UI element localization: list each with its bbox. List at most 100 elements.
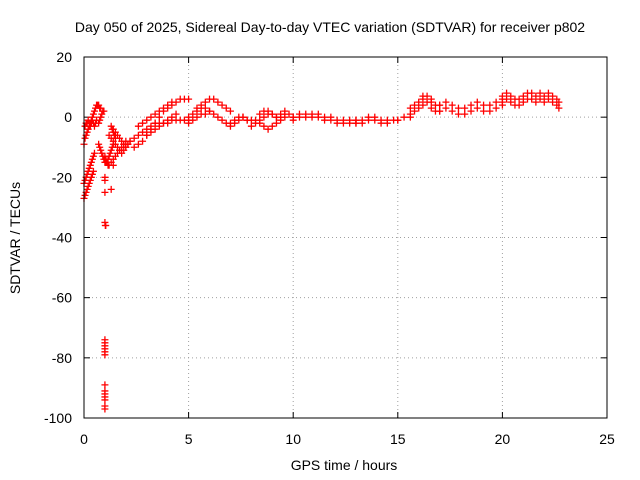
data-point <box>442 104 450 112</box>
data-point <box>210 110 218 118</box>
data-point <box>107 185 115 193</box>
data-point <box>436 101 444 109</box>
data-point <box>519 98 527 106</box>
data-point <box>308 113 316 121</box>
data-point <box>210 95 218 103</box>
data-point <box>134 131 142 139</box>
data-point <box>536 89 544 97</box>
data-point <box>214 98 222 106</box>
data-point <box>222 104 230 112</box>
data-point <box>448 101 456 109</box>
data-point <box>507 92 515 100</box>
y-tick-label: -40 <box>52 230 72 246</box>
y-tick-label: -20 <box>52 169 72 185</box>
data-point <box>411 107 419 115</box>
data-point <box>272 113 280 121</box>
data-point <box>365 113 373 121</box>
data-point <box>201 110 209 118</box>
data-point <box>164 116 172 124</box>
data-point <box>461 110 469 118</box>
data-point <box>268 122 276 130</box>
data-point <box>84 182 92 190</box>
data-point <box>454 104 462 112</box>
data-point <box>247 122 255 130</box>
data-point <box>206 107 214 115</box>
data-point <box>189 110 197 118</box>
data-point <box>549 92 557 100</box>
data-point <box>130 143 138 151</box>
data-point <box>394 116 402 124</box>
data-point <box>264 107 272 115</box>
data-point <box>106 149 114 157</box>
data-point <box>197 101 205 109</box>
data-point <box>155 107 163 115</box>
data-point <box>139 119 147 127</box>
data-point <box>83 185 91 193</box>
data-point <box>81 191 89 199</box>
data-point <box>419 101 427 109</box>
data-point <box>281 113 289 121</box>
data-point <box>201 98 209 106</box>
data-point <box>492 104 500 112</box>
data-point <box>427 95 435 103</box>
data-point <box>96 116 104 124</box>
data-point <box>503 95 511 103</box>
data-point <box>86 161 94 169</box>
data-point <box>314 113 322 121</box>
data-point <box>90 149 98 157</box>
data-point <box>436 107 444 115</box>
data-point <box>486 101 494 109</box>
data-point <box>101 405 109 413</box>
data-point <box>415 98 423 106</box>
data-point <box>415 104 423 112</box>
data-point <box>139 128 147 136</box>
data-point <box>243 116 251 124</box>
y-tick-label: -60 <box>52 290 72 306</box>
data-point <box>272 119 280 127</box>
data-point <box>101 381 109 389</box>
data-point <box>532 98 540 106</box>
data-point <box>515 95 523 103</box>
data-point <box>302 113 310 121</box>
data-point <box>536 95 544 103</box>
data-point <box>147 128 155 136</box>
data-point <box>168 113 176 121</box>
data-point <box>406 110 414 118</box>
data-point <box>151 125 159 133</box>
y-tick-label: 0 <box>64 109 72 125</box>
data-point <box>419 92 427 100</box>
data-point <box>139 137 147 145</box>
data-point <box>151 110 159 118</box>
data-point <box>358 116 366 124</box>
data-point <box>507 98 515 106</box>
data-point <box>235 116 243 124</box>
data-point <box>189 116 197 124</box>
data-point <box>540 92 548 100</box>
data-point <box>231 119 239 127</box>
data-point <box>100 107 108 115</box>
data-point <box>101 176 109 184</box>
data-point <box>277 116 285 124</box>
data-point <box>89 167 97 175</box>
data-point <box>285 110 293 118</box>
data-point <box>107 146 115 154</box>
data-point <box>87 173 95 181</box>
data-point <box>101 152 109 160</box>
data-point <box>411 101 419 109</box>
data-point <box>193 113 201 121</box>
data-points <box>80 89 563 413</box>
data-point <box>486 107 494 115</box>
data-point <box>498 98 506 106</box>
data-point <box>226 107 234 115</box>
data-point <box>528 89 536 97</box>
data-point <box>252 116 260 124</box>
data-point <box>134 140 142 148</box>
data-point <box>555 104 563 112</box>
chart-title: Day 050 of 2025, Sidereal Day-to-day VTE… <box>75 19 585 35</box>
data-point <box>442 98 450 106</box>
data-point <box>256 110 264 118</box>
plot-frame <box>83 56 608 419</box>
data-point <box>185 119 193 127</box>
data-point <box>85 164 93 172</box>
